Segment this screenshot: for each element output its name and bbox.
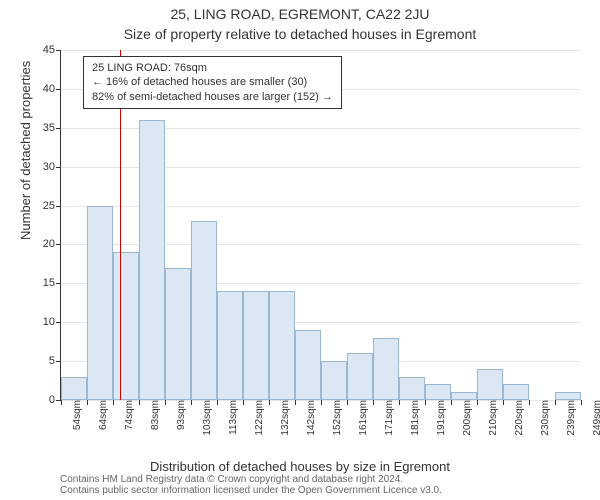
x-tick xyxy=(243,400,244,405)
histogram-bar xyxy=(295,330,321,400)
histogram-bar xyxy=(139,120,165,400)
x-tick xyxy=(217,400,218,405)
histogram-bar xyxy=(503,384,529,400)
x-tick xyxy=(295,400,296,405)
x-tick xyxy=(191,400,192,405)
y-tick-label: 30 xyxy=(43,161,61,173)
info-box-line2: ← 16% of detached houses are smaller (30… xyxy=(92,75,333,89)
x-tick xyxy=(87,400,88,405)
y-tick-label: 5 xyxy=(49,355,61,367)
x-tick-label: 152sqm xyxy=(326,400,343,436)
histogram-bar xyxy=(373,338,399,400)
x-tick xyxy=(269,400,270,405)
y-tick-label: 45 xyxy=(43,44,61,56)
x-tick xyxy=(529,400,530,405)
x-tick xyxy=(321,400,322,405)
plot-area: 05101520253035404554sqm64sqm74sqm83sqm93… xyxy=(60,50,581,401)
footer-line2: Contains public sector information licen… xyxy=(60,485,442,496)
histogram-bar xyxy=(61,377,87,400)
x-tick-label: 161sqm xyxy=(352,400,369,436)
histogram-bar xyxy=(477,369,503,400)
x-tick-label: 74sqm xyxy=(118,400,135,430)
histogram-bar xyxy=(269,291,295,400)
y-tick-label: 35 xyxy=(43,122,61,134)
x-tick xyxy=(503,400,504,405)
histogram-bar xyxy=(425,384,451,400)
info-box-line1: 25 LING ROAD: 76sqm xyxy=(92,61,333,75)
histogram-bar xyxy=(87,206,113,400)
page-title: 25, LING ROAD, EGREMONT, CA22 2JU xyxy=(0,6,600,22)
x-tick-label: 93sqm xyxy=(170,400,187,430)
histogram-bar xyxy=(321,361,347,400)
histogram-bar xyxy=(243,291,269,400)
x-tick-label: 249sqm xyxy=(586,400,600,436)
y-tick-label: 10 xyxy=(43,316,61,328)
x-tick-label: 103sqm xyxy=(196,400,213,436)
chart-container: 25, LING ROAD, EGREMONT, CA22 2JU Size o… xyxy=(0,0,600,500)
x-tick-label: 171sqm xyxy=(378,400,395,436)
info-box: 25 LING ROAD: 76sqm ← 16% of detached ho… xyxy=(83,56,342,109)
x-tick xyxy=(139,400,140,405)
y-axis-label: Number of detached properties xyxy=(18,61,33,240)
histogram-bar xyxy=(191,221,217,400)
y-tick-label: 15 xyxy=(43,277,61,289)
x-tick-label: 220sqm xyxy=(508,400,525,436)
histogram-bar xyxy=(451,392,477,400)
x-tick-label: 191sqm xyxy=(430,400,447,436)
x-tick-label: 230sqm xyxy=(534,400,551,436)
gridline xyxy=(61,50,581,51)
x-tick xyxy=(165,400,166,405)
page-subtitle: Size of property relative to detached ho… xyxy=(0,26,600,42)
histogram-bar xyxy=(399,377,425,400)
y-tick-label: 0 xyxy=(49,394,61,406)
histogram-bar xyxy=(217,291,243,400)
x-tick xyxy=(373,400,374,405)
y-tick-label: 25 xyxy=(43,200,61,212)
x-tick-label: 113sqm xyxy=(222,400,239,435)
x-tick xyxy=(347,400,348,405)
histogram-bar xyxy=(555,392,581,400)
y-tick-label: 20 xyxy=(43,238,61,250)
x-tick xyxy=(399,400,400,405)
x-tick-label: 54sqm xyxy=(66,400,83,430)
x-tick-label: 132sqm xyxy=(274,400,291,436)
x-tick-label: 64sqm xyxy=(92,400,109,430)
x-tick xyxy=(451,400,452,405)
y-tick-label: 40 xyxy=(43,83,61,95)
histogram-bar xyxy=(347,353,373,400)
x-tick xyxy=(425,400,426,405)
x-tick-label: 181sqm xyxy=(404,400,421,436)
x-tick xyxy=(477,400,478,405)
x-tick-label: 200sqm xyxy=(456,400,473,436)
x-tick xyxy=(113,400,114,405)
x-tick-label: 122sqm xyxy=(248,400,265,436)
x-tick xyxy=(581,400,582,405)
x-tick-label: 210sqm xyxy=(482,400,499,436)
info-box-line3: 82% of semi-detached houses are larger (… xyxy=(92,90,333,104)
histogram-bar xyxy=(113,252,139,400)
histogram-bar xyxy=(165,268,191,400)
x-axis-label: Distribution of detached houses by size … xyxy=(0,459,600,474)
footer-attribution: Contains HM Land Registry data © Crown c… xyxy=(60,474,442,496)
footer-line1: Contains HM Land Registry data © Crown c… xyxy=(60,474,442,485)
x-tick xyxy=(555,400,556,405)
x-tick-label: 142sqm xyxy=(300,400,317,436)
x-tick-label: 239sqm xyxy=(560,400,577,436)
x-tick xyxy=(61,400,62,405)
x-tick-label: 83sqm xyxy=(144,400,161,430)
